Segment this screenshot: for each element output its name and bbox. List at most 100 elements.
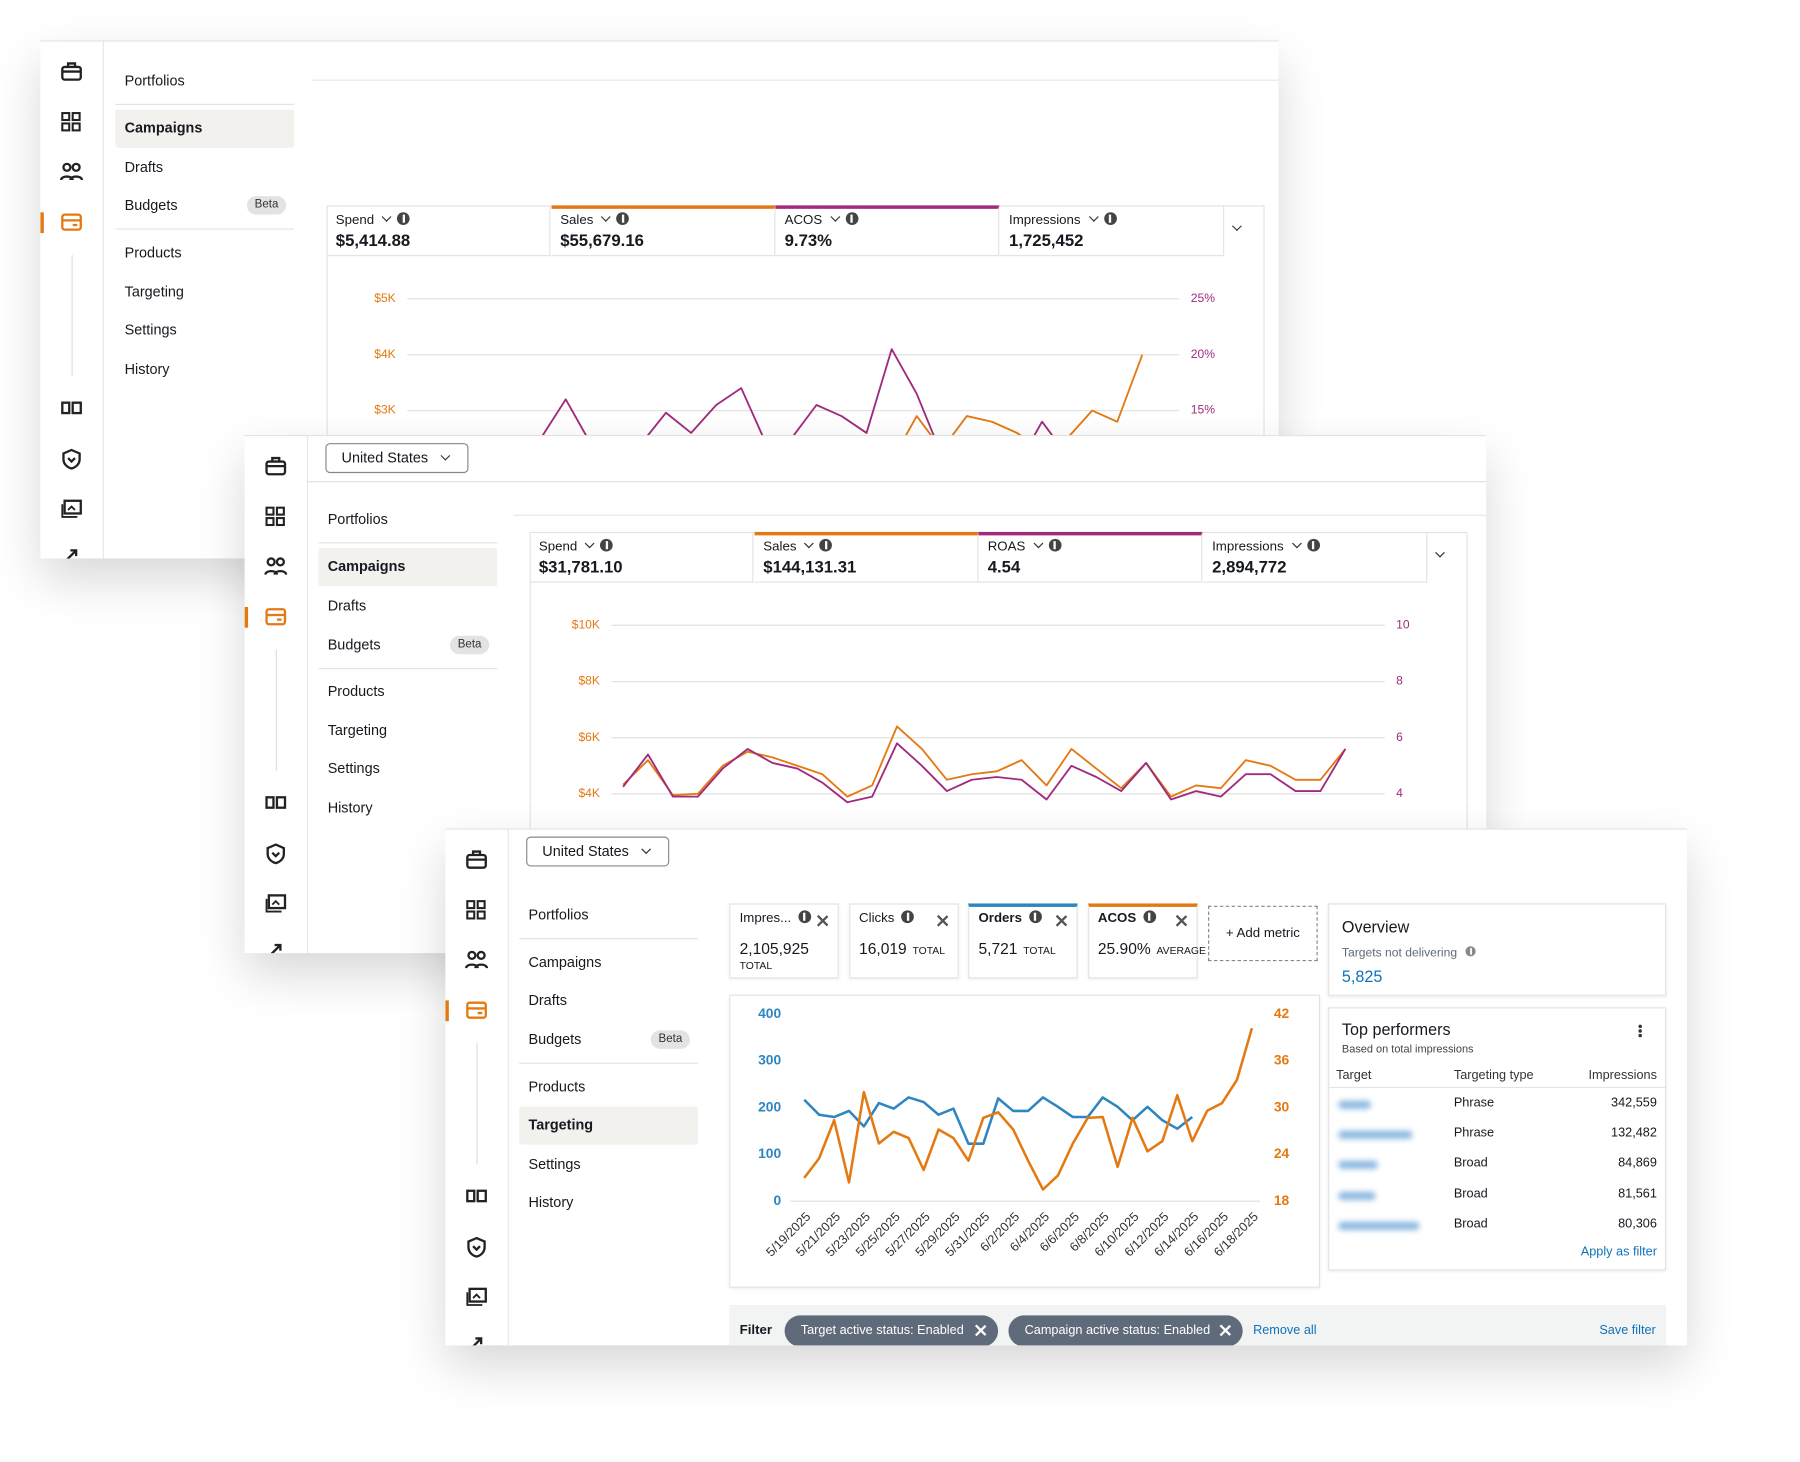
targeting-type: Phrase xyxy=(1453,1096,1495,1110)
filter-bar: Filter Target active status: Enabled Campa… xyxy=(729,1304,1667,1346)
filter-chip[interactable]: Campaign active status: Enabled xyxy=(1008,1315,1243,1346)
region-dropdown[interactable]: United States xyxy=(325,443,469,474)
nav-item[interactable]: Targeting xyxy=(327,722,388,739)
nav-icon[interactable] xyxy=(465,1236,488,1259)
nav-icon[interactable] xyxy=(60,60,83,83)
save-filter-link[interactable]: Save filter xyxy=(1599,1323,1656,1338)
nav-icon[interactable] xyxy=(264,505,287,528)
nav-item[interactable]: Products xyxy=(124,244,182,261)
nav-icon[interactable] xyxy=(264,938,287,954)
metric-card[interactable]: Clicks 16,019 TOTAL xyxy=(848,903,959,979)
nav-item[interactable]: History xyxy=(124,361,170,378)
nav-item[interactable]: Campaigns xyxy=(124,119,203,137)
nav-icon[interactable] xyxy=(60,397,83,420)
nav-icon[interactable] xyxy=(60,497,83,520)
nav-item[interactable]: Targeting xyxy=(124,283,184,300)
nav-item[interactable]: Portfolios xyxy=(327,511,388,528)
nav-icon[interactable] xyxy=(465,899,488,922)
metric-card[interactable]: ACOS 25.90% AVERAGE xyxy=(1087,903,1206,979)
y-tick-label: $4K xyxy=(578,786,600,800)
header-line xyxy=(306,481,1487,483)
metric-value: 4.54 xyxy=(987,558,1021,577)
metric-value: $144,131.31 xyxy=(763,558,857,577)
nav-item[interactable]: Budgets xyxy=(528,1031,582,1048)
apply-filter-link[interactable]: Apply as filter xyxy=(1580,1244,1657,1259)
nav-icon[interactable] xyxy=(264,455,287,478)
nav-item[interactable]: Products xyxy=(528,1078,586,1095)
metric-note: TOTAL xyxy=(1023,944,1056,957)
nav-item[interactable]: History xyxy=(528,1194,574,1211)
nav-icon[interactable] xyxy=(465,1332,488,1346)
nav-item[interactable]: Drafts xyxy=(124,159,164,176)
blurred-target xyxy=(1338,1191,1376,1200)
metric-value: 2,105,925 xyxy=(739,940,809,958)
impressions: 84,869 xyxy=(1618,1156,1657,1171)
nav-icon[interactable] xyxy=(59,160,84,183)
nav-item[interactable]: Settings xyxy=(528,1156,581,1173)
nav-item[interactable]: Targeting xyxy=(528,1116,594,1134)
nav-item[interactable]: Budgets xyxy=(124,197,178,214)
nav-icon[interactable] xyxy=(465,848,488,871)
metric-label: Sales xyxy=(763,538,833,554)
y-tick-label: 200 xyxy=(758,1098,781,1114)
overview-label: Targets not delivering xyxy=(1342,945,1477,960)
nav-item[interactable]: Campaigns xyxy=(327,558,406,575)
nav-item[interactable]: History xyxy=(327,799,373,816)
metric-label: Impressions xyxy=(1212,538,1320,554)
y-tick-label: $3K xyxy=(374,403,396,417)
metric-card[interactable]: Orders 5,721 TOTAL xyxy=(968,903,1078,979)
nav-item[interactable]: Portfolios xyxy=(124,72,185,89)
nav-item[interactable]: Settings xyxy=(124,321,177,339)
nav-item[interactable]: Products xyxy=(327,683,385,700)
metric-tab[interactable]: Impressions 1,725,452 xyxy=(999,205,1224,257)
metric-tab[interactable]: Sales $55,679.16 xyxy=(550,205,775,257)
nav-item[interactable]: Budgets xyxy=(327,636,381,654)
nav-icon[interactable] xyxy=(465,999,488,1022)
overview-value[interactable]: 5,825 xyxy=(1341,966,1383,986)
beta-badge: Beta xyxy=(246,196,287,215)
series-line xyxy=(803,1027,1254,1191)
metric-tab[interactable]: ACOS 9.73% xyxy=(775,205,1000,257)
nav-icon[interactable] xyxy=(60,211,83,234)
nav-item[interactable]: Campaigns xyxy=(528,954,602,971)
nav-item[interactable]: Portfolios xyxy=(528,906,589,924)
chip-label: Target active status: Enabled xyxy=(800,1323,964,1338)
metric-tab[interactable]: ROAS 4.54 xyxy=(978,531,1203,583)
nav-icon[interactable] xyxy=(264,555,288,578)
metric-tab[interactable]: Impressions 2,894,772 xyxy=(1202,531,1427,583)
metric-card[interactable]: Impres... 2,105,925 TOTAL xyxy=(729,903,839,979)
nav-icon[interactable] xyxy=(264,892,287,915)
nav-item[interactable]: Settings xyxy=(327,760,380,777)
nav-icon[interactable] xyxy=(465,1185,488,1208)
nav-icon[interactable] xyxy=(60,111,83,134)
nav-icon[interactable] xyxy=(60,543,83,559)
metric-tab[interactable]: Sales $144,131.31 xyxy=(754,531,978,583)
y-tick-label: 300 xyxy=(758,1052,781,1068)
region-dropdown[interactable]: United States xyxy=(526,836,670,867)
metric-name: Impressions xyxy=(1009,213,1081,228)
add-metric[interactable]: + Add metric xyxy=(1208,905,1318,962)
chart: $4K $6K $8K $10K 4 6 8 10 xyxy=(572,618,1410,804)
metric-name: Clicks xyxy=(859,911,895,926)
metric-value: 2,894,772 xyxy=(1212,558,1287,577)
nav-icon[interactable] xyxy=(60,448,83,471)
nav-icon[interactable] xyxy=(465,1285,488,1308)
metric-value: 16,019 TOTAL xyxy=(859,940,945,958)
metric-tab[interactable]: Spend $31,781.10 xyxy=(529,531,754,583)
info-icon xyxy=(1048,538,1062,552)
y-tick-label: 8 xyxy=(1396,674,1403,688)
filter-chip[interactable]: Target active status: Enabled xyxy=(784,1315,999,1346)
nav-icon[interactable] xyxy=(264,792,287,815)
metric-label: ACOS xyxy=(1098,910,1156,925)
nav-icon[interactable] xyxy=(464,948,489,971)
active-marker xyxy=(40,212,44,234)
metric-tab[interactable]: Spend $5,414.88 xyxy=(326,205,551,257)
nav-icon[interactable] xyxy=(264,842,287,865)
nav-item[interactable]: Drafts xyxy=(528,992,567,1009)
nav-icon[interactable] xyxy=(264,606,287,629)
y-tick-label: 20% xyxy=(1191,347,1215,361)
remove-all-link[interactable]: Remove all xyxy=(1253,1323,1317,1338)
y-tick-label: 18 xyxy=(1274,1192,1290,1208)
kebab[interactable] xyxy=(1638,1024,1642,1029)
nav-item[interactable]: Drafts xyxy=(327,597,367,614)
